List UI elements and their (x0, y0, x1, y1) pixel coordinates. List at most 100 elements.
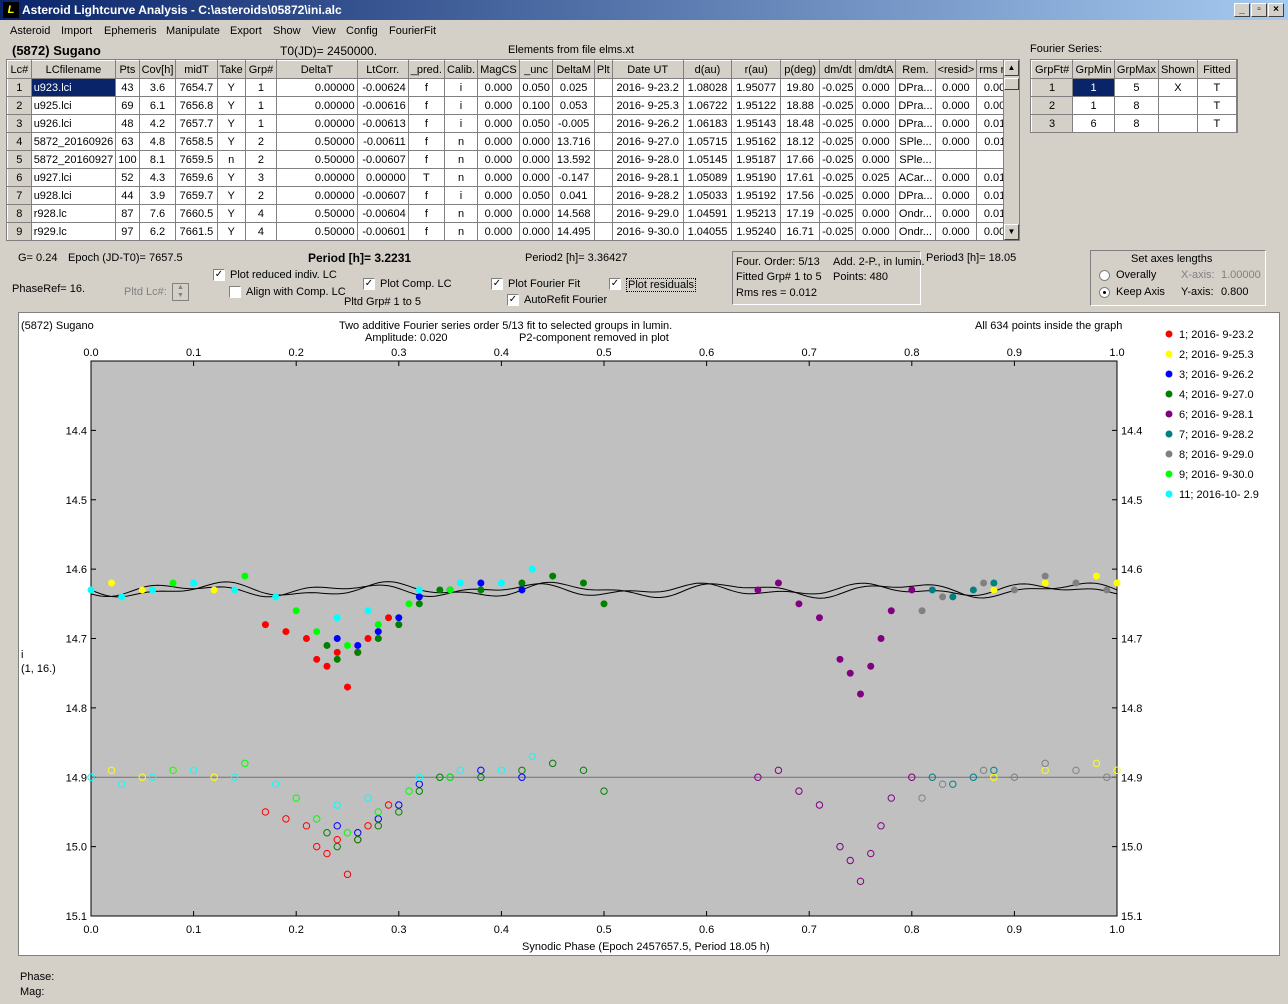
lc-table-cell[interactable]: 7658.5 (175, 132, 218, 151)
lc-table-cell[interactable]: 5872_20160927 (30, 150, 117, 169)
fourier-cell[interactable]: T (1196, 114, 1237, 132)
lc-table-cell[interactable]: 1.95122 (731, 96, 782, 115)
lc-table-cell[interactable]: 1.04055 (682, 222, 733, 240)
lc-col-header[interactable]: DeltaT (276, 60, 358, 79)
lc-table-cell[interactable]: 0.050 (518, 114, 554, 133)
lc-table-cell[interactable]: 1.95240 (731, 222, 782, 240)
lc-table-cell[interactable]: 7656.8 (175, 96, 218, 115)
lc-table-cell[interactable]: 3.9 (138, 186, 177, 205)
xaxis-value[interactable]: 1.00000 (1221, 269, 1261, 281)
lc-table-cell[interactable]: 0.053 (552, 96, 595, 115)
lc-col-header[interactable]: _unc (518, 60, 554, 79)
lc-table-cell[interactable]: -0.025 (819, 186, 857, 205)
lc-table-cell[interactable]: f (407, 96, 445, 115)
lc-table-cell[interactable]: 0.000 (934, 96, 978, 115)
lc-table-cell[interactable]: Y (216, 186, 246, 205)
lc-table-cell[interactable]: 0.000 (518, 222, 554, 240)
lc-table-cell[interactable]: r929.lc (30, 222, 117, 240)
lc-table-cell[interactable]: Y (216, 78, 246, 97)
lc-table-cell[interactable]: n (443, 168, 479, 187)
scroll-thumb[interactable] (1004, 78, 1019, 90)
lc-table-cell[interactable]: 1.06722 (682, 96, 733, 115)
lc-table-row[interactable]: 1 u923.lci 43 3.6 7654.7 Y 1 0.00000 -0.00624 f i 0… (7, 78, 1019, 97)
lc-table-cell[interactable]: f (407, 114, 445, 133)
lc-col-header[interactable]: _pred. (407, 60, 445, 79)
lc-table-cell[interactable]: 5 (7, 150, 32, 169)
lc-table-cell[interactable]: -0.025 (819, 78, 857, 97)
lc-table-cell[interactable]: 43 (115, 78, 140, 97)
fourier-cell[interactable]: 1 (1031, 78, 1074, 97)
lc-table-cell[interactable]: 7660.5 (175, 204, 218, 223)
yaxis-value[interactable]: 0.800 (1221, 286, 1249, 298)
fourier-cell[interactable]: 8 (1113, 96, 1160, 115)
lc-table-cell[interactable] (593, 132, 613, 151)
lc-table-cell[interactable]: 13.592 (552, 150, 595, 169)
lc-table-cell[interactable]: 0.000 (934, 114, 978, 133)
fourier-cell[interactable] (1158, 114, 1198, 132)
lc-table-cell[interactable]: 1.95143 (731, 114, 782, 133)
lc-table-cell[interactable]: 7659.6 (175, 168, 218, 187)
lc-table-cell[interactable]: -0.00607 (356, 150, 409, 169)
lc-col-header[interactable]: dm/dt (819, 60, 857, 79)
lc-col-header[interactable]: r(au) (731, 60, 782, 79)
lc-table-cell[interactable]: 6.2 (138, 222, 177, 240)
lc-table-cell[interactable]: 1.95077 (731, 78, 782, 97)
lc-table-cell[interactable] (593, 150, 613, 169)
lc-table-cell[interactable]: 2016- 9-27.0 (611, 132, 684, 151)
menu-view[interactable]: View (312, 25, 336, 37)
lc-table-cell[interactable]: f (407, 204, 445, 223)
lc-table-cell[interactable]: 1.05715 (682, 132, 733, 151)
lc-table-cell[interactable]: 0.000 (855, 132, 897, 151)
lc-table-cell[interactable]: DPra... (895, 96, 936, 115)
lc-table-cell[interactable]: 1 (7, 78, 32, 97)
lc-table-cell[interactable]: 4.2 (138, 114, 177, 133)
lc-table-cell[interactable]: 8 (7, 204, 32, 223)
lc-table-cell[interactable]: i (443, 96, 479, 115)
lc-table-cell[interactable]: 0.000 (934, 222, 978, 240)
lc-table-cell[interactable]: 0.000 (934, 186, 978, 205)
lc-table-cell[interactable]: 2016- 9-23.2 (611, 78, 684, 97)
lc-table-cell[interactable]: Ondr... (895, 204, 936, 223)
lc-table-cell[interactable]: 7 (7, 186, 32, 205)
lc-table-cell[interactable]: 0.00000 (356, 168, 409, 187)
lc-table-cell[interactable]: 0.00000 (276, 96, 358, 115)
fourier-cell[interactable]: 1 (1072, 96, 1115, 115)
lc-col-header[interactable]: LCfilename (30, 60, 117, 79)
lc-table-cell[interactable]: -0.025 (819, 168, 857, 187)
lc-table-cell[interactable]: 0.000 (477, 168, 520, 187)
fourier-cell[interactable]: 2 (1031, 96, 1074, 115)
lc-table-cell[interactable]: 69 (115, 96, 140, 115)
lc-table-cell[interactable]: 1 (244, 96, 278, 115)
lc-table-cell[interactable]: 17.19 (780, 204, 821, 223)
lc-col-header[interactable]: Cov[h] (138, 60, 177, 79)
scroll-down-button[interactable]: ▼ (1004, 224, 1019, 240)
lc-table-cell[interactable]: 4 (7, 132, 32, 151)
lc-table-cell[interactable]: 17.56 (780, 186, 821, 205)
align-comp-checkbox[interactable] (229, 286, 241, 298)
lc-table-cell[interactable]: 0.000 (934, 204, 978, 223)
lc-col-header[interactable]: Lc# (7, 60, 32, 79)
fourier-col-header[interactable]: Fitted (1196, 60, 1237, 79)
lc-table-cell[interactable]: 0.000 (855, 186, 897, 205)
lc-col-header[interactable]: dm/dtA (855, 60, 897, 79)
lc-table-cell[interactable]: 2016- 9-28.0 (611, 150, 684, 169)
lc-table-cell[interactable]: 0.50000 (276, 150, 358, 169)
fourier-cell[interactable] (1158, 96, 1198, 115)
lc-table-cell[interactable]: 0.050 (518, 186, 554, 205)
lc-table-cell[interactable]: u923.lci (30, 78, 117, 97)
lc-table-cell[interactable]: 0.00000 (276, 186, 358, 205)
lc-table-cell[interactable]: 44 (115, 186, 140, 205)
lc-col-header[interactable]: d(au) (682, 60, 733, 79)
lc-table-cell[interactable]: u927.lci (30, 168, 117, 187)
lc-table-cell[interactable]: n (443, 132, 479, 151)
lc-table-cell[interactable]: DPra... (895, 186, 936, 205)
lc-table-cell[interactable]: 4 (244, 222, 278, 240)
lc-table-cell[interactable]: u926.lci (30, 114, 117, 133)
lc-table-row[interactable]: 4 5872_20160926 63 4.8 7658.5 Y 2 0.50000 -0.006… (7, 132, 1019, 151)
lc-table-cell[interactable]: T (407, 168, 445, 187)
lc-table-cell[interactable]: 7659.7 (175, 186, 218, 205)
lc-table-cell[interactable]: Y (216, 168, 246, 187)
lc-table-cell[interactable]: 1.95190 (731, 168, 782, 187)
menu-fourierfit[interactable]: FourierFit (389, 25, 437, 37)
